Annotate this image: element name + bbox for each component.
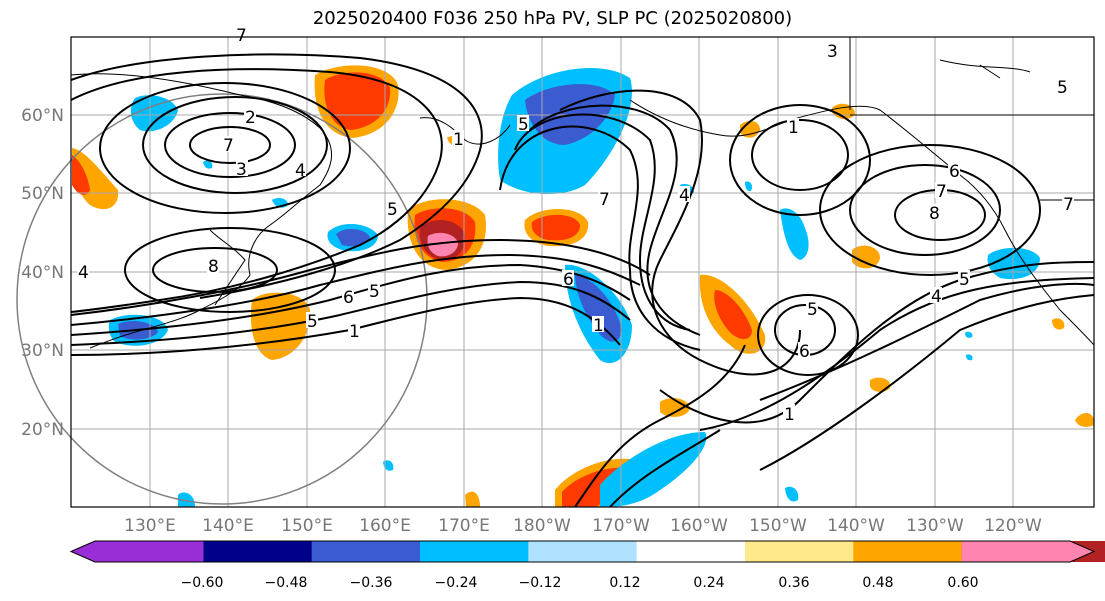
lon-tick-label: 150°W — [749, 516, 807, 536]
lat-tick-label: 30°N — [21, 341, 64, 361]
contour-label: 7 — [1063, 195, 1074, 215]
contour-label: 5 — [369, 282, 380, 302]
colorbar-tick-label: −0.36 — [350, 575, 393, 591]
contour-label: 8 — [208, 257, 219, 277]
colorbar-segment — [853, 541, 963, 562]
contour-label: 7 — [936, 182, 947, 202]
contour-label: 8 — [929, 204, 940, 224]
contour-label: 5 — [959, 270, 970, 290]
coastlines — [70, 37, 1095, 349]
colorbar-segment — [528, 541, 638, 562]
lon-tick-label: 160°E — [359, 516, 411, 536]
colorbar-segment — [961, 541, 1094, 562]
contour-label: 4 — [679, 186, 690, 206]
contour-label: 6 — [563, 270, 574, 290]
lon-tick-label: 140°E — [202, 516, 254, 536]
lon-tick-label: 170°E — [438, 516, 490, 536]
colorbar-ticks: −0.60 −0.48 −0.36 −0.24 −0.12 0.12 0.24 … — [181, 575, 979, 591]
lon-tick-label: 130°E — [124, 516, 176, 536]
contour-labels: 7 2 3 4 5 8 6 5 1 6 5 4 1 7 1 6 5 8 7 4 … — [77, 26, 1074, 425]
colorbar-tick-label: −0.60 — [181, 575, 224, 591]
colorbar-tick-label: 0.60 — [947, 575, 978, 591]
lon-tick-label: 180°W — [513, 516, 571, 536]
contour-label: 7 — [236, 26, 247, 46]
lat-axis: 20°N 30°N 40°N 50°N 60°N — [21, 106, 64, 440]
lon-tick-label: 170°W — [592, 516, 650, 536]
contour-label: 4 — [295, 161, 306, 181]
contour-label: 7 — [599, 190, 610, 210]
colorbar-tick-label: 0.48 — [862, 575, 893, 591]
contour-label: 6 — [799, 342, 810, 362]
colorbar — [69, 540, 1105, 563]
contour-label: 1 — [453, 130, 464, 150]
contour-label: 5 — [1057, 78, 1068, 98]
colorbar-outline — [69, 540, 1096, 563]
lat-tick-label: 60°N — [21, 106, 64, 126]
colorbar-segment — [71, 541, 204, 562]
lat-tick-label: 40°N — [21, 263, 64, 283]
contour-label: 7 — [223, 136, 234, 156]
contour-label: 5 — [387, 200, 398, 220]
contour-label: 2 — [245, 108, 256, 128]
lon-tick-label: 130°W — [906, 516, 964, 536]
colorbar-tick-label: 0.24 — [693, 575, 724, 591]
colorbar-segment — [636, 541, 746, 562]
contour-label: 4 — [931, 287, 942, 307]
colorbar-tick-label: 0.12 — [609, 575, 640, 591]
colorbar-tick-label: −0.48 — [265, 575, 308, 591]
contour-label: 1 — [788, 118, 799, 138]
lon-tick-label: 150°E — [281, 516, 333, 536]
contour-label: 6 — [949, 162, 960, 182]
lon-axis: 130°E 140°E 150°E 160°E 170°E 180°W 170°… — [124, 516, 1042, 536]
contour-label: 4 — [78, 263, 89, 283]
colorbar-tick-label: −0.12 — [519, 575, 562, 591]
colorbar-tick-label: 0.36 — [778, 575, 809, 591]
contour-label: 5 — [518, 115, 529, 135]
plot-title: 2025020400 F036 250 hPa PV, SLP PC (2025… — [312, 8, 793, 29]
lon-tick-label: 120°W — [984, 516, 1042, 536]
contour-label: 1 — [349, 322, 360, 342]
range-circle — [16, 93, 428, 505]
colorbar-segment — [311, 541, 421, 562]
contour-label: 5 — [307, 312, 318, 332]
colorbar-tick-label: −0.24 — [435, 575, 478, 591]
contour-label: 6 — [343, 288, 354, 308]
contour-label: 1 — [593, 316, 604, 336]
contour-label: 3 — [236, 160, 247, 180]
colorbar-segment — [203, 541, 313, 562]
lon-tick-label: 160°W — [670, 516, 728, 536]
colorbar-segment — [745, 541, 854, 562]
lat-tick-label: 50°N — [21, 184, 64, 204]
contour-label: 1 — [784, 405, 795, 425]
map-border — [70, 36, 1095, 508]
contour-label: 5 — [807, 300, 818, 320]
colorbar-segment — [420, 541, 529, 562]
lat-tick-label: 20°N — [21, 420, 64, 440]
contour-label: 3 — [827, 42, 838, 62]
lon-tick-label: 140°W — [827, 516, 885, 536]
